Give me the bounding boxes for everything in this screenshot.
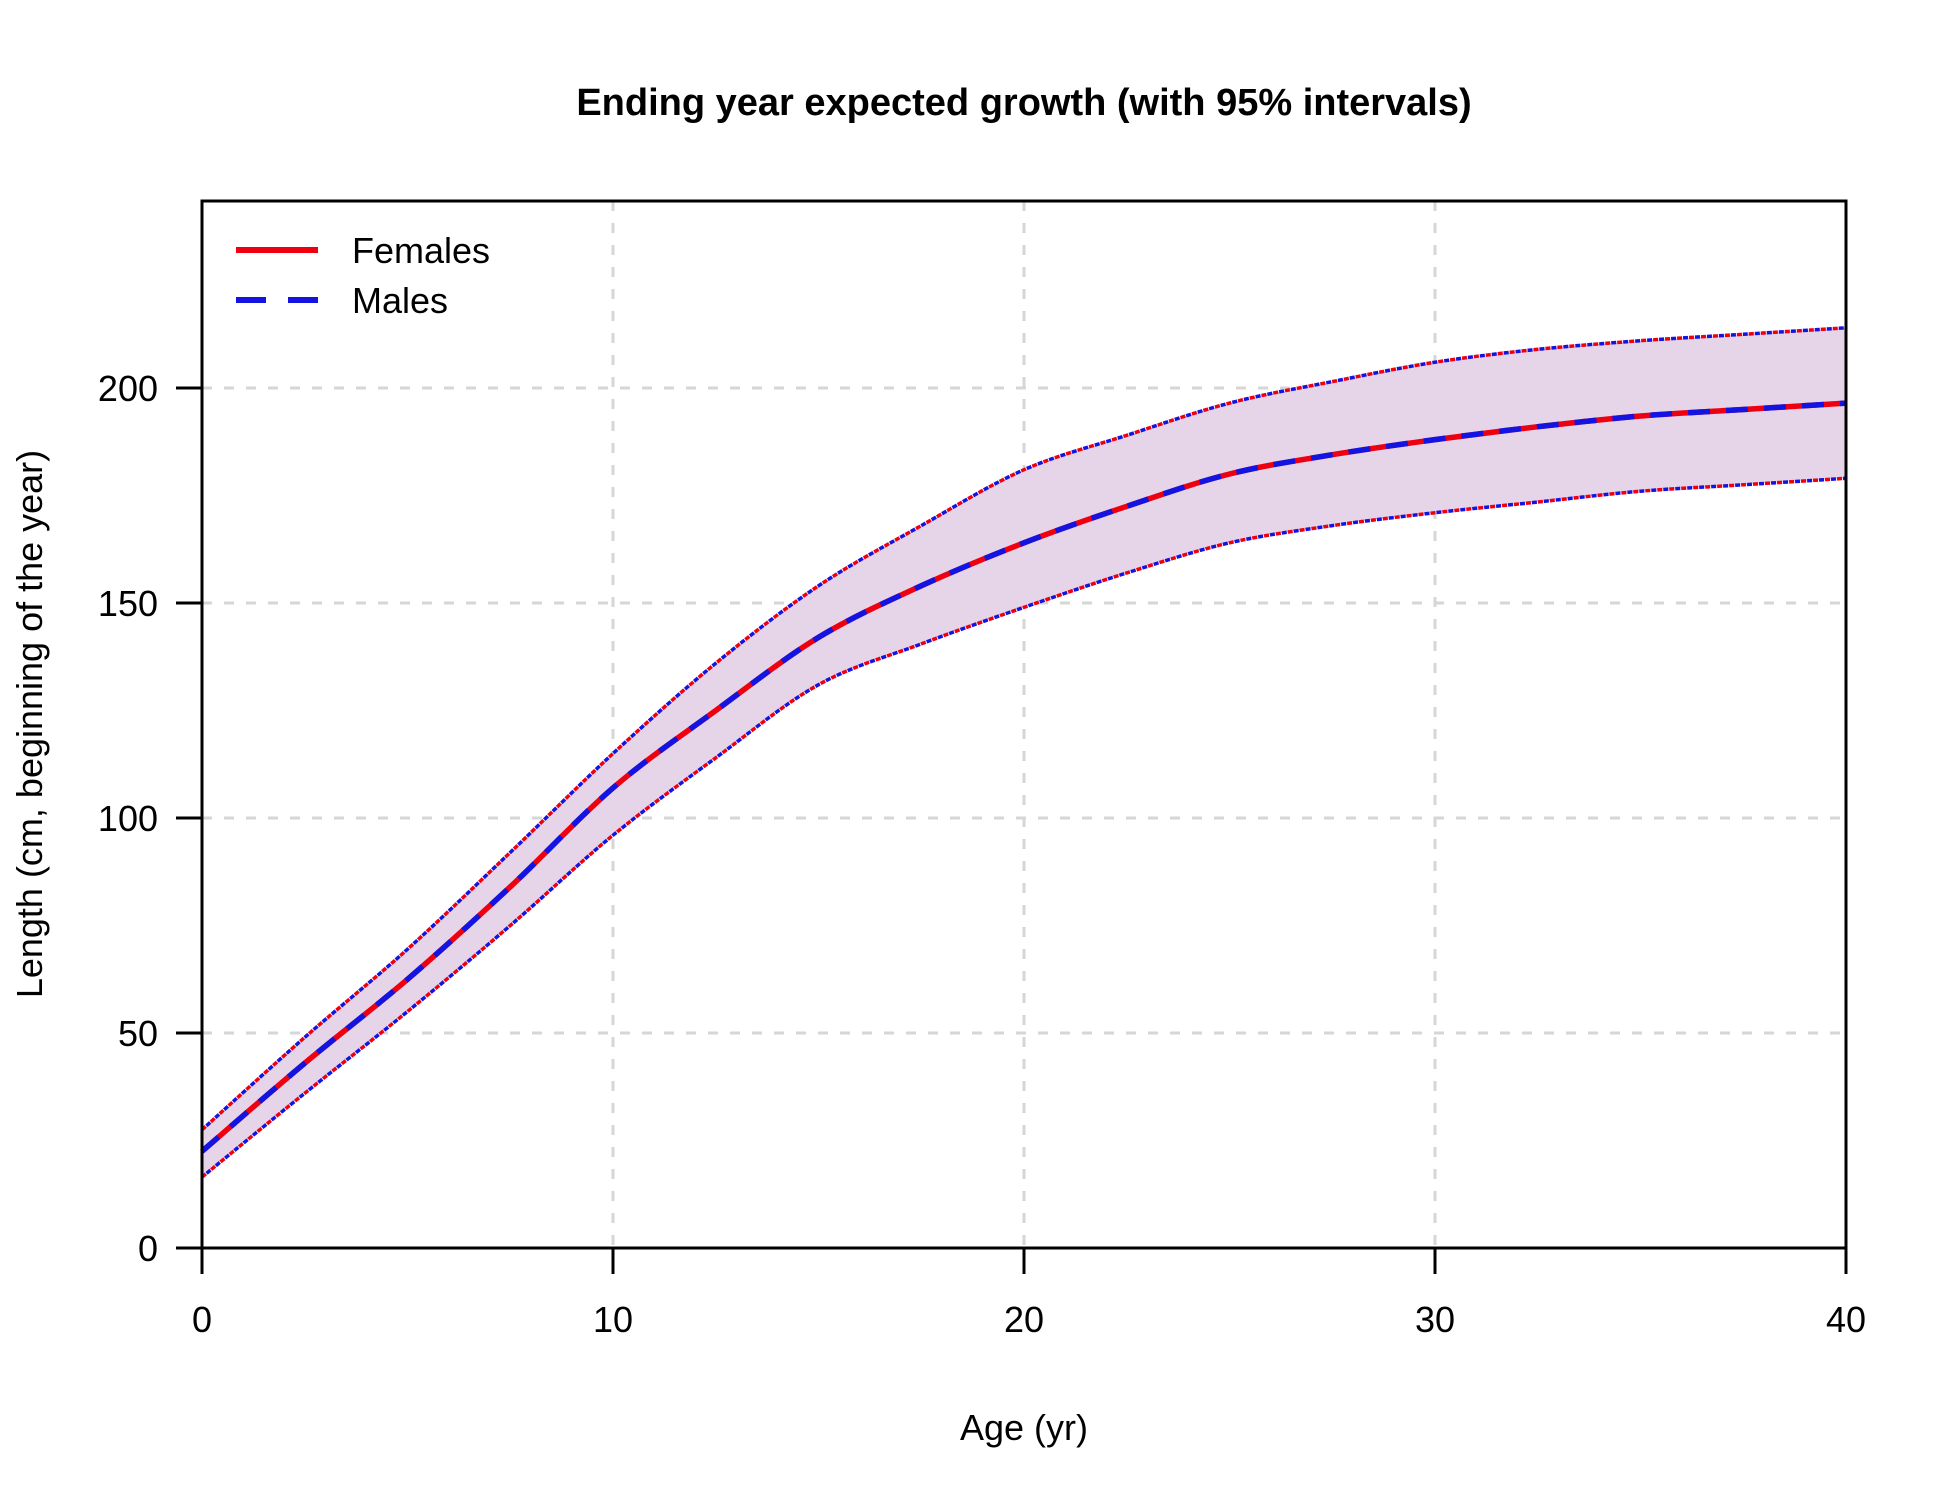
series-lines-group <box>200 400 1847 1154</box>
legend: Females Males <box>236 230 490 321</box>
y-tick-label: 200 <box>98 368 158 409</box>
band-upper-edge-males <box>200 326 1847 1132</box>
y-tick-label: 150 <box>98 583 158 624</box>
tick-labels-group: 0 10 20 30 40 0 50 100 150 200 <box>98 368 1866 1340</box>
x-tick-label: 0 <box>192 1299 212 1340</box>
y-tick-label: 0 <box>138 1228 158 1269</box>
axis-ticks-group <box>176 386 1848 1274</box>
x-axis-title: Age (yr) <box>960 1407 1088 1448</box>
y-tick-label: 50 <box>118 1013 158 1054</box>
x-tick-label: 20 <box>1004 1299 1044 1340</box>
legend-males-label: Males <box>352 280 448 321</box>
x-tick-label: 10 <box>593 1299 633 1340</box>
chart-title: Ending year expected growth (with 95% in… <box>576 82 1471 124</box>
band-lower-edge-females <box>200 476 1847 1179</box>
band-lower-edge-males <box>200 476 1847 1179</box>
legend-females-label: Females <box>352 230 490 271</box>
x-tick-label: 40 <box>1826 1299 1866 1340</box>
males-line <box>200 400 1847 1154</box>
x-tick-label: 30 <box>1415 1299 1455 1340</box>
band-upper-edge-females <box>200 326 1847 1132</box>
y-tick-label: 100 <box>98 798 158 839</box>
y-axis-title: Length (cm, beginning of the year) <box>9 450 50 998</box>
